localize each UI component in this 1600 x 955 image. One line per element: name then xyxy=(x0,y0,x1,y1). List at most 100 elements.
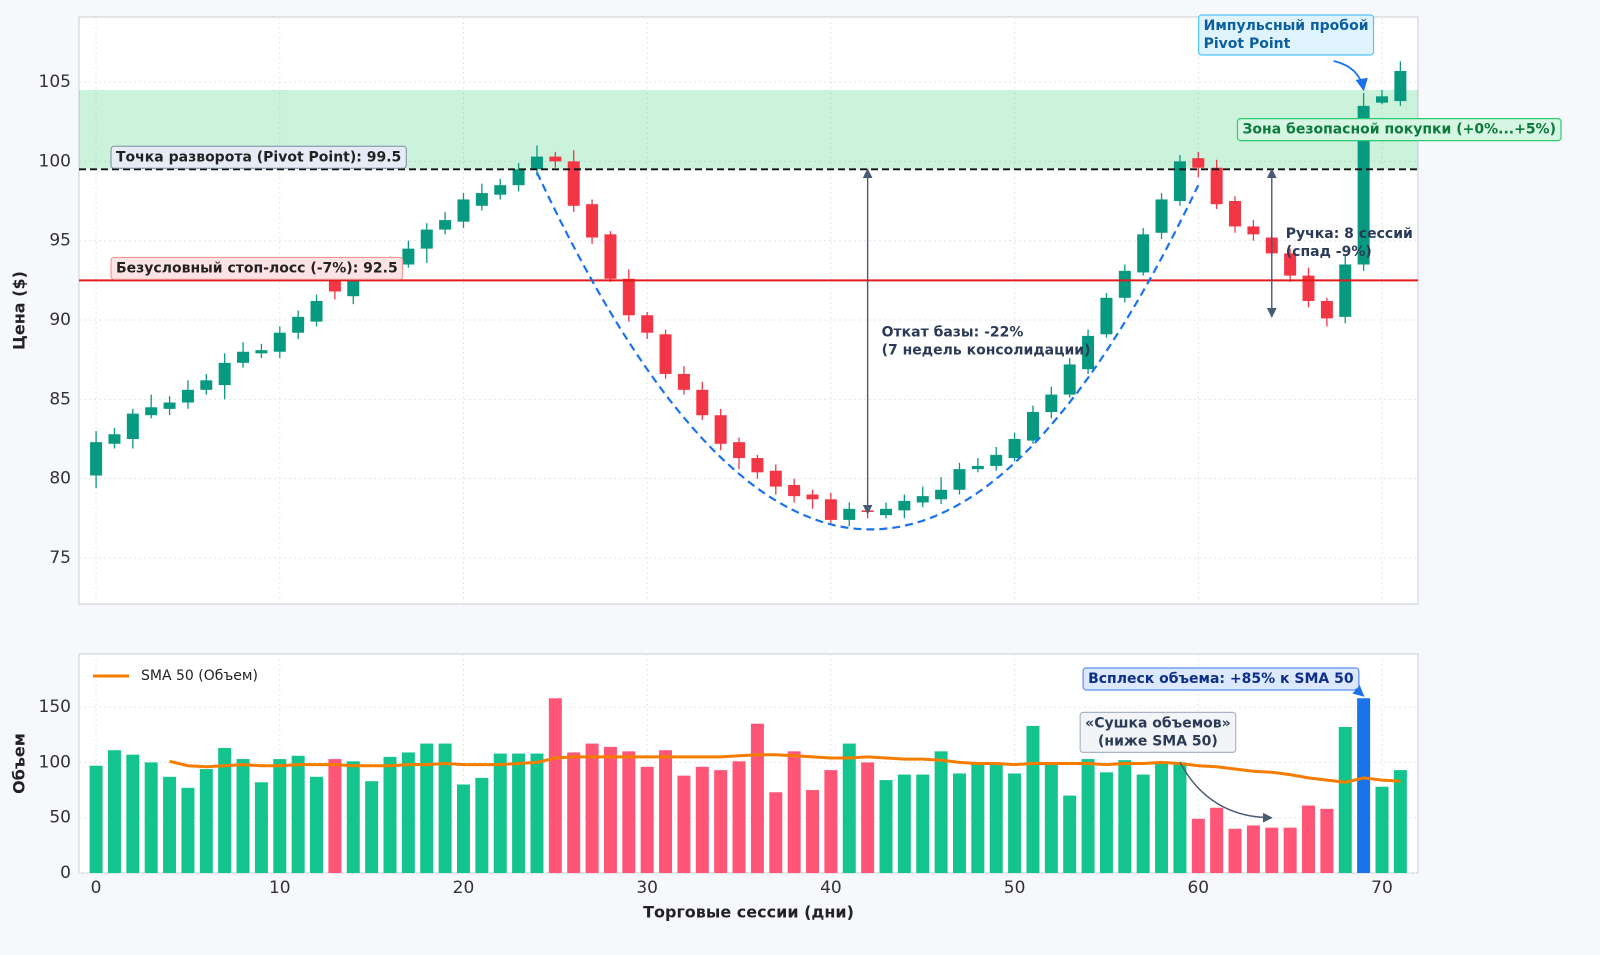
volume-bar xyxy=(879,780,893,873)
x-tick-label: 60 xyxy=(1187,878,1209,898)
volume-bar xyxy=(126,754,140,873)
candle-body xyxy=(714,415,727,444)
candle-body xyxy=(898,500,911,511)
candle-body xyxy=(751,458,764,473)
candle-body xyxy=(586,204,599,238)
volume-bar xyxy=(328,759,342,873)
candle-body xyxy=(604,234,617,279)
candle-body xyxy=(200,380,213,390)
volume-bar xyxy=(861,762,875,873)
volume-bar xyxy=(916,774,930,873)
volume-bar xyxy=(659,750,673,873)
volume-bar xyxy=(493,753,507,873)
candle-body xyxy=(788,485,801,497)
level-label: Точка разворота (Pivot Point): 99.5 xyxy=(116,149,401,165)
candle-body xyxy=(990,454,1003,466)
volume-bar xyxy=(1210,807,1224,873)
candle-body xyxy=(733,442,746,459)
annotation-line: (спад -9%) xyxy=(1286,244,1372,260)
volume-bar xyxy=(144,762,158,873)
candle-body xyxy=(1229,201,1242,227)
candle-body xyxy=(181,389,194,403)
volume-bar xyxy=(1320,808,1334,873)
annotation: Откат базы: -22% (7 недель консолидации) xyxy=(882,324,1091,358)
y-axis-label: Объем xyxy=(10,733,29,794)
y-tick-label: 95 xyxy=(49,231,71,251)
y-tick-label: 80 xyxy=(49,469,71,489)
volume-bar xyxy=(1375,786,1389,873)
annotation-line: Pivot Point xyxy=(1204,36,1291,52)
volume-bar xyxy=(291,755,305,873)
candle-body xyxy=(494,185,507,195)
y-tick-label: 100 xyxy=(39,151,71,171)
volume-bar xyxy=(254,782,268,873)
candle-body xyxy=(328,278,341,292)
annotation-line: Импульсный пробой xyxy=(1204,18,1369,34)
candle-body xyxy=(255,350,268,354)
volume-bar xyxy=(365,781,379,873)
candle-body xyxy=(1210,167,1223,205)
x-tick-label: 70 xyxy=(1371,878,1393,898)
candle-body xyxy=(402,248,415,265)
candle-body xyxy=(90,442,103,476)
candle-body xyxy=(549,156,562,162)
candle-body xyxy=(218,362,231,386)
annotation-text: Ручка: 8 сессий (спад -9%) xyxy=(1286,226,1413,260)
annotation-line: Ручка: 8 сессий xyxy=(1286,226,1413,242)
volume-bar xyxy=(1044,762,1058,873)
volume-bar xyxy=(310,776,324,873)
annotation: Ручка: 8 сессий (спад -9%) xyxy=(1286,226,1413,260)
volume-bar xyxy=(475,777,489,873)
x-tick-label: 50 xyxy=(1004,878,1026,898)
volume-bar xyxy=(1099,772,1113,873)
candle-body xyxy=(567,161,580,206)
volume-bar xyxy=(1283,827,1297,873)
volume-bar xyxy=(1246,825,1260,873)
candle-body xyxy=(1173,161,1186,202)
annotation-text: Зона безопасной покупки (+0%...+5%) xyxy=(1242,122,1556,138)
candle-body xyxy=(1320,300,1333,319)
volume-bar xyxy=(769,792,783,873)
candle-body xyxy=(1357,105,1370,265)
candle-body xyxy=(1137,234,1150,273)
candle-body xyxy=(1284,253,1297,276)
volume-bar xyxy=(622,751,636,873)
candle-body xyxy=(439,220,452,230)
annotation-line: (ниже SMA 50) xyxy=(1098,733,1218,749)
volume-bar xyxy=(1155,762,1169,873)
annotation-line: Зона безопасной покупки (+0%...+5%) xyxy=(1242,122,1556,138)
volume-bar xyxy=(1081,759,1095,873)
volume-bar xyxy=(420,743,434,873)
annotation: «Сушка объемов» (ниже SMA 50) xyxy=(1079,711,1237,753)
y-axis-label: Цена ($) xyxy=(10,271,29,350)
candle-body xyxy=(1302,275,1315,301)
x-tick-label: 30 xyxy=(636,878,658,898)
candle-body xyxy=(512,169,525,186)
x-tick-label: 20 xyxy=(453,878,475,898)
volume-bar xyxy=(695,766,709,873)
annotation-text: Откат базы: -22% (7 недель консолидации) xyxy=(882,324,1091,358)
level-label: Безусловный стоп-лосс (-7%): 92.5 xyxy=(116,260,398,276)
annotation-line: (7 недель консолидации) xyxy=(882,342,1091,358)
volume-bar xyxy=(1063,795,1077,873)
volume-bar xyxy=(236,759,250,873)
candle-body xyxy=(310,300,323,322)
volume-bar xyxy=(181,787,195,873)
candle-body xyxy=(1008,439,1021,459)
volume-bar xyxy=(218,748,232,873)
volume-bar xyxy=(714,770,728,873)
candle-body xyxy=(953,469,966,490)
candle-body xyxy=(622,278,635,316)
breakout-arrow xyxy=(1333,60,1368,92)
volume-bar xyxy=(1136,774,1150,873)
x-tick-label: 0 xyxy=(91,878,102,898)
y-tick-label: 150 xyxy=(39,697,71,717)
volume-bar xyxy=(897,774,911,873)
candle-body xyxy=(696,389,709,416)
candle-body xyxy=(1192,158,1205,168)
annotation-line: «Сушка объемов» xyxy=(1085,715,1231,731)
candle-body xyxy=(824,499,837,520)
volume-bar xyxy=(952,773,966,873)
volume-bar xyxy=(806,790,820,873)
